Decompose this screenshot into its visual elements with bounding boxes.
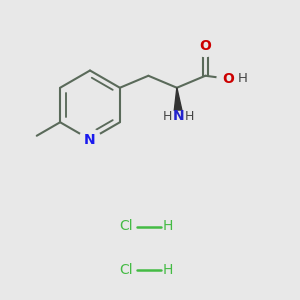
Text: H: H — [185, 110, 194, 123]
Text: Cl: Cl — [119, 263, 133, 277]
Circle shape — [195, 35, 216, 56]
FancyBboxPatch shape — [160, 111, 196, 126]
Text: Cl: Cl — [119, 220, 133, 233]
Text: H: H — [163, 263, 173, 277]
Text: H: H — [163, 220, 173, 233]
Text: O: O — [222, 72, 234, 86]
Polygon shape — [174, 88, 183, 116]
Text: H: H — [162, 110, 172, 123]
Circle shape — [79, 129, 101, 150]
Text: H: H — [237, 72, 247, 85]
Circle shape — [217, 68, 239, 89]
Text: O: O — [200, 39, 211, 53]
Text: N: N — [84, 133, 96, 146]
Text: N: N — [172, 109, 184, 123]
